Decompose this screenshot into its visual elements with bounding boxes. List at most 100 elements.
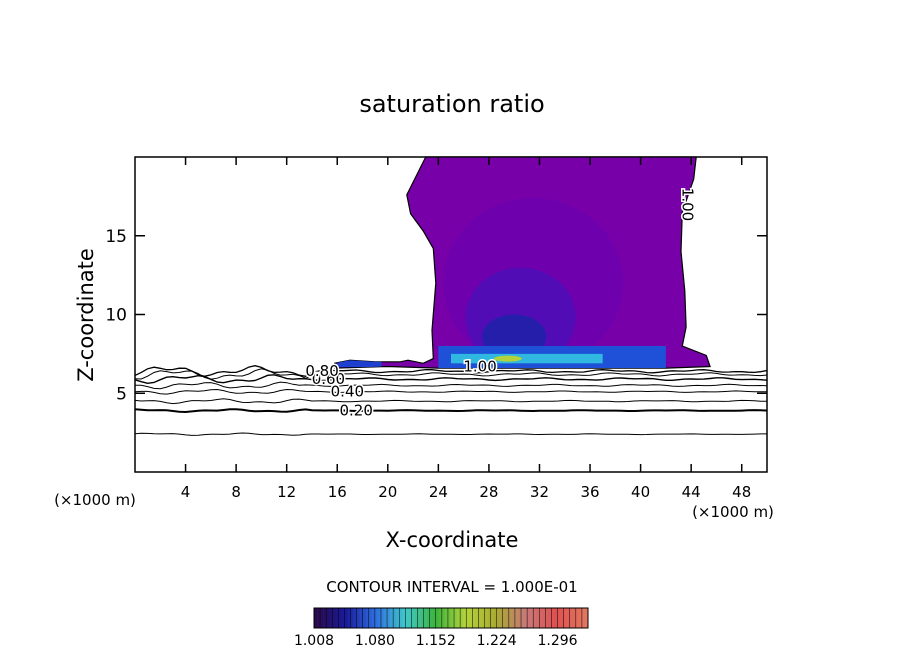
colorbar-cell <box>447 608 452 628</box>
x-tick-label: 40 <box>631 483 650 501</box>
contour-line <box>134 408 768 414</box>
colorbar-cell <box>338 608 342 628</box>
colorbar-cell <box>551 608 555 628</box>
chart-title: saturation ratio <box>359 90 544 118</box>
colorbar-cell <box>484 608 488 628</box>
colorbar-cell <box>514 608 519 628</box>
y-tick-label: 5 <box>116 384 127 404</box>
colorbar-frame <box>313 607 589 629</box>
contour-line <box>134 365 768 377</box>
colorbar-cell <box>435 608 440 628</box>
x-tick-label: 12 <box>277 483 296 501</box>
colorbar-cell <box>377 608 382 628</box>
colorbar-cell <box>560 608 564 628</box>
colorbar-cell <box>423 608 427 628</box>
contour-line <box>134 374 768 385</box>
x-axis-label: X-coordinate <box>386 528 519 552</box>
colorbar-cell <box>387 608 391 628</box>
colorbar-cell <box>508 608 513 628</box>
colorbar-cell <box>469 608 473 628</box>
colorbar-cell <box>332 608 336 628</box>
colorbar-cell <box>457 608 461 628</box>
colorbar-cell <box>511 608 516 628</box>
colorbar-cell <box>493 608 497 628</box>
colorbar-cell <box>384 608 388 628</box>
colorbar-cell <box>542 608 546 628</box>
contour-label: 0.40 <box>331 383 364 401</box>
y-axis-label: Z-coordinate <box>74 248 98 382</box>
colorbar-cell <box>396 608 400 628</box>
contour-labels: 0.200.400.600.80 1.00 1.00 <box>304 186 698 421</box>
colorbar-cell <box>530 608 534 628</box>
colorbar-tick-label: 1.296 <box>538 633 578 649</box>
colorbar-cell <box>557 608 561 628</box>
colorbar-cell <box>414 608 418 628</box>
x-tick-label: 32 <box>530 483 549 501</box>
colorbar-cell <box>341 608 345 628</box>
colorbar-cell <box>466 608 470 628</box>
colorbar-cell <box>320 608 324 628</box>
colorbar-cell <box>393 608 397 628</box>
supersaturated-fill <box>334 156 711 369</box>
colorbar-cell <box>317 608 321 628</box>
y-tick-label: 15 <box>105 227 127 247</box>
colorbar-cell <box>487 608 491 628</box>
colorbar-cell <box>314 608 318 628</box>
colorbar-cell <box>548 608 552 628</box>
colorbar-cell <box>475 608 479 628</box>
colorbar-cell <box>329 608 333 628</box>
contour-interval-label: CONTOUR INTERVAL = 1.000E-01 <box>326 578 577 596</box>
colorbar-cell <box>417 608 421 628</box>
contour-line <box>134 432 767 436</box>
x-tick-label: 4 <box>181 483 191 501</box>
colorbar-cell <box>527 608 531 628</box>
contour-label: 1.00 <box>463 357 496 375</box>
colorbar-tick-labels: 1.008 1.080 1.152 1.224 1.296 <box>294 633 578 649</box>
colorbar-cell <box>380 608 385 628</box>
colorbar-cell <box>496 608 501 628</box>
colorbar-cell <box>499 608 504 628</box>
x-tick-label: 24 <box>429 483 448 501</box>
colorbar-cell <box>411 608 415 628</box>
colorbar-cell <box>505 608 510 628</box>
contour-label: 0.80 <box>305 362 338 380</box>
colorbar-cell <box>335 608 339 628</box>
colorbar-cell <box>575 608 580 628</box>
colorbar-cell <box>405 608 409 628</box>
contour-label: 0.60 <box>312 370 345 388</box>
colorbar-cell <box>581 608 586 628</box>
colorbar-cell <box>521 608 525 628</box>
contour-label: 1.00 <box>678 188 696 221</box>
x-tick-label: 44 <box>682 483 701 501</box>
colorbar-cell <box>478 608 482 628</box>
contour-label: 0.20 <box>339 402 372 420</box>
colorbar-cell <box>356 608 360 628</box>
colorbar-cell <box>524 608 528 628</box>
colorbar-cell <box>365 608 370 628</box>
colorbar-tick-label: 1.008 <box>294 633 334 649</box>
contour-lines <box>134 365 768 436</box>
colorbar-cell <box>460 608 464 628</box>
peak-spot <box>493 355 522 362</box>
colorbar-cell <box>432 608 437 628</box>
plot-area: 0.200.400.600.80 1.00 1.00 <box>134 156 768 473</box>
contour-line <box>134 398 767 405</box>
colorbar-cell <box>390 608 394 628</box>
colorbar-cell <box>578 608 583 628</box>
colorbar-cell <box>359 608 364 628</box>
colorbar-cell <box>420 608 424 628</box>
colorbar-cell <box>539 608 543 628</box>
colorbar-cell <box>545 608 549 628</box>
x-tick-label: 8 <box>231 483 241 501</box>
colorbar-cell <box>323 608 327 628</box>
axis-ticks <box>135 157 767 472</box>
colorbar-tick-label: 1.224 <box>477 633 517 649</box>
left-patch <box>337 360 382 368</box>
colorbar <box>313 607 589 629</box>
colorbar-cell <box>572 608 577 628</box>
x-unit-label-left: (×1000 m) <box>54 491 136 509</box>
colorbar-cell <box>451 608 455 628</box>
x-tick-label: 28 <box>479 483 498 501</box>
y-tick-label: 10 <box>105 306 127 326</box>
colorbar-cell <box>554 608 558 628</box>
